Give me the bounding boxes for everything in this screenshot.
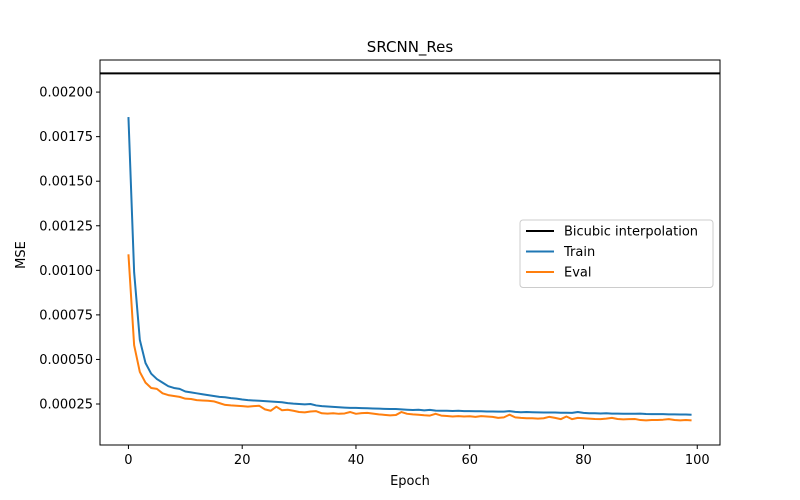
x-tick-label: 40	[348, 453, 365, 468]
x-tick-label: 0	[124, 453, 132, 468]
x-tick-label: 100	[685, 453, 710, 468]
y-axis: 0.00025 0.00050 0.00075 0.00100 0.00125 0.001…	[39, 86, 100, 413]
legend: Bicubic interpolation Train Eval	[519, 219, 714, 288]
x-axis-label: Epoch	[390, 474, 430, 489]
y-tick-label: 0.00200	[39, 86, 93, 101]
y-tick-label: 0.00075	[39, 308, 93, 323]
plot-area	[99, 59, 721, 446]
y-tick-label: 0.00100	[39, 264, 93, 279]
legend-box	[519, 219, 714, 288]
axes-frame	[99, 59, 721, 446]
chart-title: SRCNN_Res	[367, 38, 454, 57]
legend-label-eval: Eval	[564, 266, 592, 281]
y-tick-label: 0.00150	[39, 175, 93, 190]
x-tick-label: 80	[575, 453, 592, 468]
x-tick-label: 20	[234, 453, 251, 468]
x-tick-label: 60	[461, 453, 478, 468]
y-tick-label: 0.00125	[39, 219, 93, 234]
y-tick-label: 0.00050	[39, 353, 93, 368]
legend-label-train: Train	[563, 245, 595, 260]
series-line-eval	[127, 254, 692, 422]
y-tick-label: 0.00175	[39, 130, 93, 145]
y-tick-label: 0.00025	[39, 398, 93, 413]
legend-label-bicubic-interpolation: Bicubic interpolation	[564, 225, 698, 240]
series-line-train	[127, 117, 692, 416]
y-axis-label: MSE	[14, 241, 29, 269]
x-axis: 0 20 40 60 80 100	[124, 445, 710, 468]
